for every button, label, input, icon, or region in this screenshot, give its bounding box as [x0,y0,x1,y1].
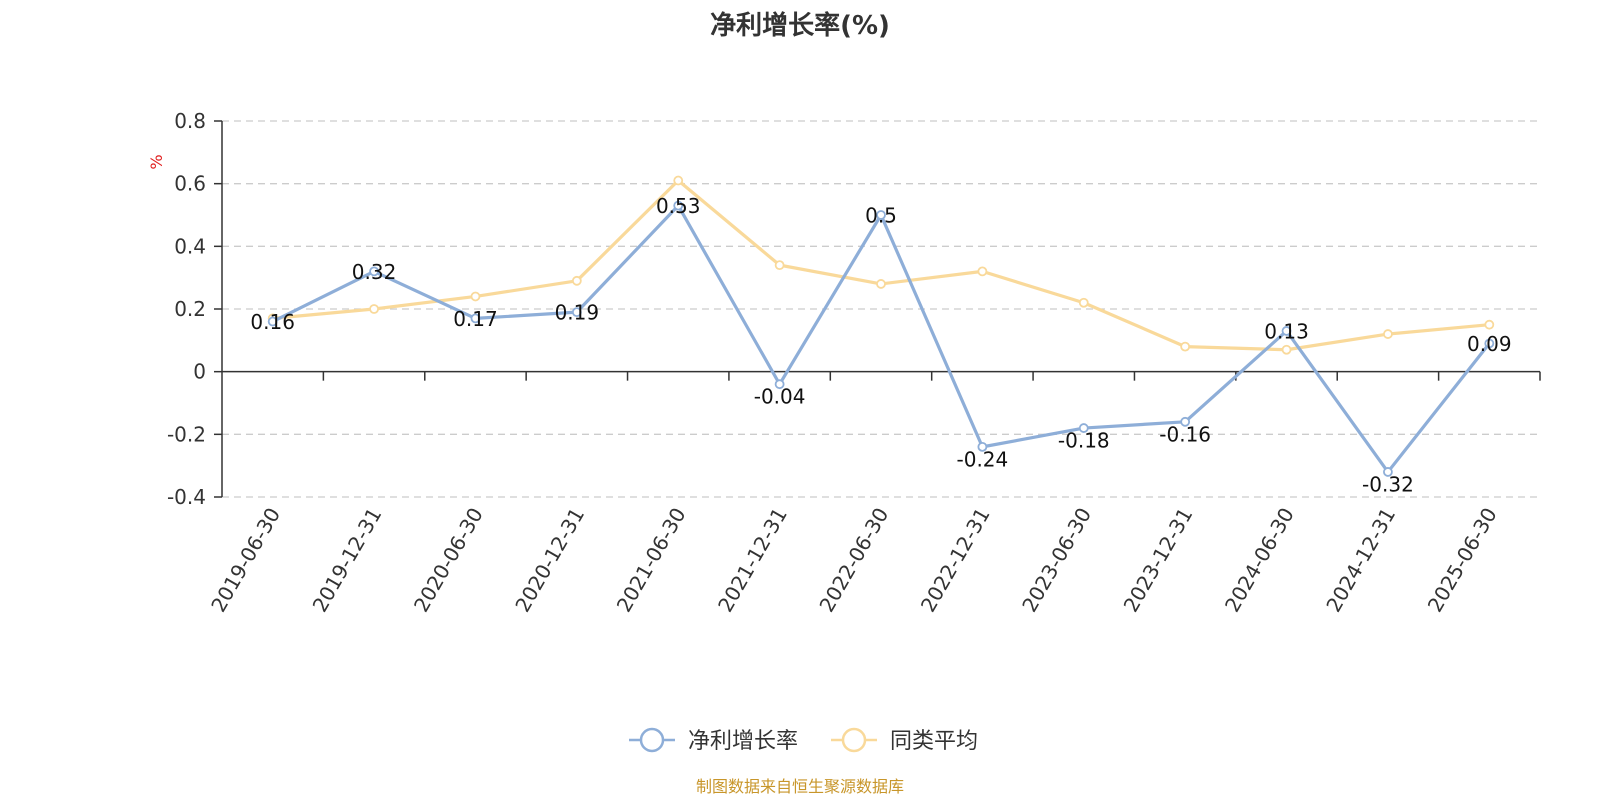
x-tick-label: 2020-12-31 [510,504,589,617]
legend-marker-0[interactable] [639,727,665,753]
series-point-0[interactable] [470,313,481,324]
series-point-1[interactable] [673,175,684,186]
series-point-1[interactable] [1281,344,1292,355]
legend-label-1[interactable]: 同类平均 [890,729,978,754]
series-point-1[interactable] [774,260,785,271]
grid-lines [222,120,1540,498]
data-labels: 0.16 0.32 0.17 0.19 0.53 -0.04 0.5 -0.24 -0.18 -0… [250,194,1511,496]
data-label: 0.19 [555,301,600,325]
x-tick-label: 2021-12-31 [713,504,792,617]
x-tick-label: 2019-06-30 [206,504,285,617]
series-point-0[interactable] [1383,467,1393,477]
series-point-0[interactable] [267,316,278,327]
chart-title: 净利增长率(%) [710,10,890,41]
y-tick-label: -0.4 [167,485,206,509]
data-label: 0.32 [352,260,397,284]
data-label: -0.04 [754,385,806,409]
data-label: 0.16 [250,310,295,334]
y-tick-label: 0.2 [174,297,206,321]
y-tick-label: 0 [193,360,206,384]
data-label: 0.13 [1264,319,1309,343]
x-tick-label: 2022-06-30 [814,504,893,617]
series-point-1[interactable] [571,275,582,286]
legend-marker-1[interactable] [841,727,867,753]
series-point-0[interactable] [1180,416,1191,427]
series-point-1[interactable] [1383,329,1393,339]
series-point-1[interactable] [369,304,379,314]
series-point-0[interactable] [1078,423,1089,433]
data-label: 0.53 [656,194,701,218]
legend-label-0[interactable]: 净利增长率 [688,729,798,754]
series-point-1[interactable] [876,279,886,289]
series-point-1[interactable] [1484,319,1495,330]
x-tick-label: 2022-12-31 [916,504,995,617]
y-tick-label: -0.2 [167,422,206,446]
series-lines [267,175,1495,477]
series-point-0[interactable] [1281,326,1292,336]
data-label: 0.17 [453,307,498,331]
series-point-0[interactable] [369,266,379,277]
series-point-1[interactable] [470,291,481,302]
data-label: -0.32 [1362,472,1414,496]
series-point-0[interactable] [774,379,785,390]
data-label: -0.16 [1159,422,1211,446]
data-label: 0.5 [865,204,897,228]
x-tick-label: 2025-06-30 [1423,504,1502,617]
x-tick-label: 2024-06-30 [1220,504,1299,617]
series-point-1[interactable] [977,266,988,277]
y-tick-label: 0.6 [174,172,206,196]
series-point-1[interactable] [1078,297,1089,308]
y-axis-unit-label: % [147,154,166,169]
y-tick-label: 0.4 [174,234,206,258]
data-label: -0.24 [957,447,1009,471]
x-tick-label: 2019-12-31 [308,504,387,617]
series-point-0[interactable] [1484,338,1495,349]
x-tick-label: 2023-12-31 [1119,504,1198,617]
legend[interactable]: 净利增长率 同类平均 [629,727,978,754]
x-tick-label: 2024-12-31 [1321,504,1400,617]
series-point-0[interactable] [673,200,684,211]
series-point-0[interactable] [876,210,886,220]
series-point-1[interactable] [1180,341,1191,352]
y-tick-label: 0.8 [174,109,206,133]
series-point-0[interactable] [571,307,582,318]
source-note: 制图数据来自恒生聚源数据库 [696,777,904,796]
data-label: 0.09 [1467,332,1512,356]
x-tick-label: 2023-06-30 [1017,504,1096,617]
data-label: -0.18 [1058,429,1110,453]
x-tick-label: 2020-06-30 [409,504,488,617]
series-point-0[interactable] [977,441,988,452]
x-tick-label: 2021-06-30 [612,504,691,617]
